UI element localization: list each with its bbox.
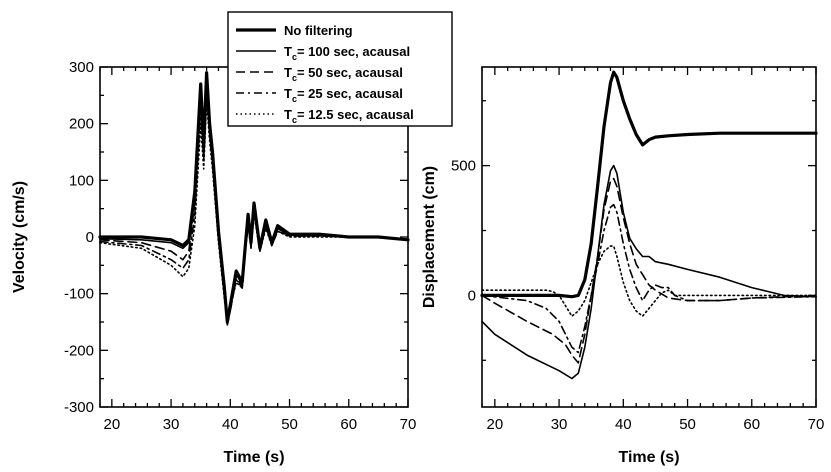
legend-label-text: = 100 sec, acausal <box>297 44 410 59</box>
legend-label-subscript: c <box>292 52 297 62</box>
displacement-series-2 <box>481 164 817 380</box>
velocity-x-ticks: 20 30 40 50 60 70 <box>99 67 417 433</box>
velocity-y-tick-label: 100 <box>69 172 94 189</box>
displacement-x-tick-label: 40 <box>615 416 632 433</box>
displacement-y-tick-label: 500 <box>451 158 476 175</box>
legend-label-symbol: T <box>284 107 292 122</box>
velocity-x-tick-label: 30 <box>163 416 180 433</box>
velocity-panel: 20 30 40 50 60 70 300 200 100 0 -100 -200 -300 Time… <box>11 59 416 466</box>
legend-label-text: = 12.5 sec, acausal <box>297 107 414 122</box>
legend-label: Tc= 12.5 sec, acausal <box>284 107 414 125</box>
legend-label-symbol: T <box>284 65 292 80</box>
legend-label-text: = 25 sec, acausal <box>297 86 403 101</box>
displacement-x-tick-label: 30 <box>551 416 568 433</box>
velocity-x-tick-label: 40 <box>222 416 239 433</box>
legend-label-symbol: T <box>284 86 292 101</box>
displacement-y-tick-label: 0 <box>468 287 476 304</box>
displacement-series-4 <box>481 203 817 354</box>
velocity-y-tick-label: 200 <box>69 116 94 133</box>
legend-label: Tc= 100 sec, acausal <box>284 44 410 62</box>
displacement-plot-frame <box>481 66 817 408</box>
velocity-y-tick-label: -100 <box>64 286 94 303</box>
displacement-series-5 <box>481 245 817 318</box>
legend-label-subscript: c <box>292 73 297 83</box>
displacement-x-tick-label: 70 <box>808 416 825 433</box>
velocity-curves <box>98 71 410 326</box>
displacement-y-ticks: 500 0 <box>451 100 816 361</box>
velocity-y-tick-label: -300 <box>64 399 94 416</box>
legend-label: No filtering <box>284 23 353 38</box>
velocity-x-tick-label: 60 <box>340 416 357 433</box>
legend-label-subscript: c <box>292 94 297 104</box>
velocity-x-axis-title: Time (s) <box>223 449 284 466</box>
displacement-panel: 20 30 40 50 60 70 500 0 Time (s) Displacement … <box>421 66 825 466</box>
velocity-y-tick-label: 300 <box>69 59 94 76</box>
velocity-y-ticks: 300 200 100 0 -100 -200 -300 <box>64 59 408 416</box>
displacement-x-tick-label: 50 <box>679 416 696 433</box>
displacement-x-tick-label: 20 <box>487 416 504 433</box>
legend-label-text: = 50 sec, acausal <box>297 65 403 80</box>
displacement-x-ticks: 20 30 40 50 60 70 <box>481 67 825 433</box>
velocity-x-tick-label: 20 <box>104 416 121 433</box>
displacement-series-1 <box>480 70 818 299</box>
velocity-series-5 <box>99 100 409 323</box>
legend-label: Tc= 25 sec, acausal <box>284 86 403 104</box>
displacement-curves <box>480 70 818 380</box>
velocity-x-tick-label: 70 <box>400 416 417 433</box>
legend-label: Tc= 50 sec, acausal <box>284 65 403 83</box>
displacement-y-axis-title: Displacement (cm) <box>421 166 438 308</box>
legend-label-symbol: T <box>284 44 292 59</box>
velocity-y-tick-label: -200 <box>64 342 94 359</box>
displacement-series-3 <box>481 177 817 364</box>
legend-label-subscript: c <box>292 115 297 125</box>
displacement-x-tick-label: 60 <box>743 416 760 433</box>
velocity-x-tick-label: 50 <box>281 416 298 433</box>
velocity-y-axis-title: Velocity (cm/s) <box>11 181 28 293</box>
velocity-y-tick-label: 0 <box>86 229 94 246</box>
displacement-x-axis-title: Time (s) <box>618 449 679 466</box>
